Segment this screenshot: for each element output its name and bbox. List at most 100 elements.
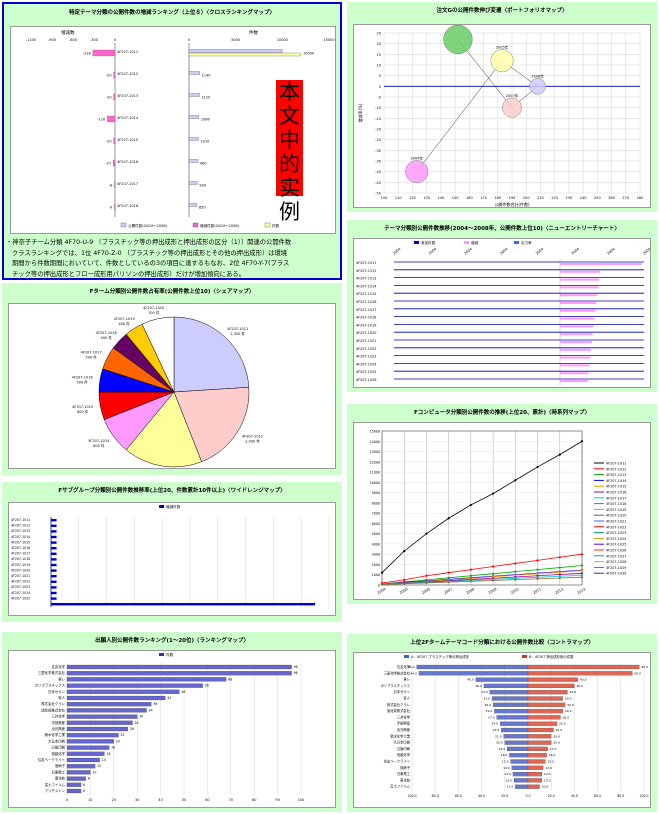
series-line <box>381 565 583 585</box>
y-tick-label: 15 <box>377 53 381 57</box>
bar-value <box>66 770 91 775</box>
category-label: 4F207-1014 <box>356 284 376 288</box>
y-tick-label: 5 <box>379 74 381 78</box>
legend-label: 4F207-1026 <box>606 549 626 553</box>
bar-value-total <box>51 603 316 606</box>
legend-label: 4F207-1016 <box>606 491 626 495</box>
value-label-count: 1060 <box>201 118 210 122</box>
chart-title-pie: Fターム分類別公開件数占有率(公開件数上位10)〈シェアマップ〉 <box>89 289 255 295</box>
x-tick-label: 100.0 <box>639 794 648 798</box>
bar-value <box>560 333 593 336</box>
series-point <box>425 532 428 535</box>
category-label: 信越化学 <box>397 752 411 757</box>
bar-value <box>51 519 57 522</box>
legend-label: 4F207-1030 <box>606 572 626 576</box>
bar-value <box>51 575 57 578</box>
pie-slice <box>173 316 250 393</box>
legend-label: 4F207-1015 <box>606 485 626 489</box>
bar-right <box>527 677 578 682</box>
value-label-change: -20 <box>106 96 112 100</box>
bar-left <box>509 753 529 758</box>
category-label: 帝人 <box>403 696 410 701</box>
bar-value <box>560 348 591 351</box>
category-label: 東レ <box>403 677 410 682</box>
value-label-left: 29.0 <box>486 709 493 713</box>
bar-value <box>560 270 601 273</box>
x-tick-label: 80.0 <box>432 794 439 798</box>
slice-value-label: 800 件 <box>93 443 105 448</box>
bar-value <box>66 720 133 725</box>
category-label: 株式会社クラレ <box>41 701 65 706</box>
value-label-left: 27.0 <box>488 715 495 719</box>
category-label: 住友ベークライト <box>38 757 65 762</box>
category-label: 4F207-1015 <box>117 138 138 142</box>
chart-area-contra: A：4F207 プラスチック等の押出成形 B：4F207 押出成形用の件数 100.… <box>353 652 651 808</box>
x-tick-label: 2007 <box>443 587 453 595</box>
category-label: 住友化学 <box>397 664 411 669</box>
value-label-left: 45.0 <box>467 678 474 682</box>
series-point <box>580 576 584 579</box>
category-label: 4F207-1017 <box>356 308 376 312</box>
series-point <box>536 574 539 577</box>
value-label-right: 32.0 <box>567 703 574 707</box>
series-point <box>403 582 406 585</box>
series-point <box>558 573 561 576</box>
category-label: 4F207-1017 <box>11 552 30 556</box>
chart-area-ranking: 件数 0 10 20 30 40 50 60 70 80 90 100 住友化学 96 三菱化学株式会社 96… <box>8 650 336 808</box>
bar-value <box>51 597 57 600</box>
x-tick-label: 70 <box>229 798 233 802</box>
pie-slice <box>125 391 202 468</box>
y-tick-label: -20 <box>375 128 381 132</box>
value-label-right: 10.0 <box>542 785 549 789</box>
series-point <box>425 581 428 585</box>
bar-value <box>66 677 227 682</box>
x-tick-label: 2006 <box>421 587 431 595</box>
bar-value <box>560 263 642 265</box>
category-label: 三菱化学株式会社 <box>384 670 411 675</box>
panel-subgroup: Fサブグループ分類別公開件数推移率(上位20、件数累計10件以上)〈ワイドレンジ… <box>2 482 342 622</box>
bar-value <box>66 708 147 713</box>
legend-label: 4F207-1023 <box>606 531 626 535</box>
x-tick-label: 2005 <box>399 587 409 595</box>
value-label-left: 96.0 <box>408 665 415 669</box>
x-tick-label: 0.0 <box>525 794 530 798</box>
legend-label: 出力率 <box>521 240 532 245</box>
note-line-3: 期間から件数期間においていて、件数としているの3の項目に達するもなお、2位 4F… <box>12 260 290 267</box>
value-label: 22 <box>120 733 124 737</box>
bar-left <box>503 734 529 739</box>
value-label: 26 <box>130 727 134 731</box>
series-point <box>469 574 472 577</box>
legend-label: 4F207-1018 <box>606 502 626 506</box>
category-label: 住友化学 <box>51 664 65 669</box>
slice-value-label: 400 件 <box>101 335 113 340</box>
x-tick-label: 220 <box>551 196 558 200</box>
category-label: 4F207-1016 <box>117 160 138 164</box>
series-point <box>558 575 561 578</box>
bar-left <box>512 771 529 777</box>
x-tick-label: 2004 <box>428 246 438 255</box>
bar-change <box>107 115 116 123</box>
slice-category-label: 4F207-1012 <box>242 435 263 439</box>
value-label-left: 13.0 <box>504 772 511 776</box>
y-tick-label: 5000 <box>372 532 380 536</box>
series-point <box>580 553 584 556</box>
series-point <box>425 574 428 577</box>
category-label: 4F207-1011 <box>117 50 138 54</box>
category-label: 積水化学工業 <box>390 733 410 738</box>
bar-count <box>188 159 199 163</box>
bar-value <box>51 563 57 567</box>
bar-value <box>560 325 594 328</box>
value-label-left: 16.0 <box>501 753 508 757</box>
stamp-char: 本 <box>279 80 300 104</box>
bubble <box>502 97 522 118</box>
bar-count <box>188 49 283 53</box>
x-tick-label: 60 <box>205 798 209 802</box>
value-label-right: 20.0 <box>553 741 560 745</box>
x-tick-label: 30 <box>135 798 139 802</box>
value-label-right: 13.0 <box>545 766 552 770</box>
x-tick-label: 90 <box>275 798 279 802</box>
panel-pie: Fターム分類別公開件数占有率(公開件数上位10)〈シェアマップ〉 4F207-1… <box>2 283 342 475</box>
value-label: 18 <box>111 746 115 750</box>
value-label-left: 33.0 <box>481 690 488 694</box>
